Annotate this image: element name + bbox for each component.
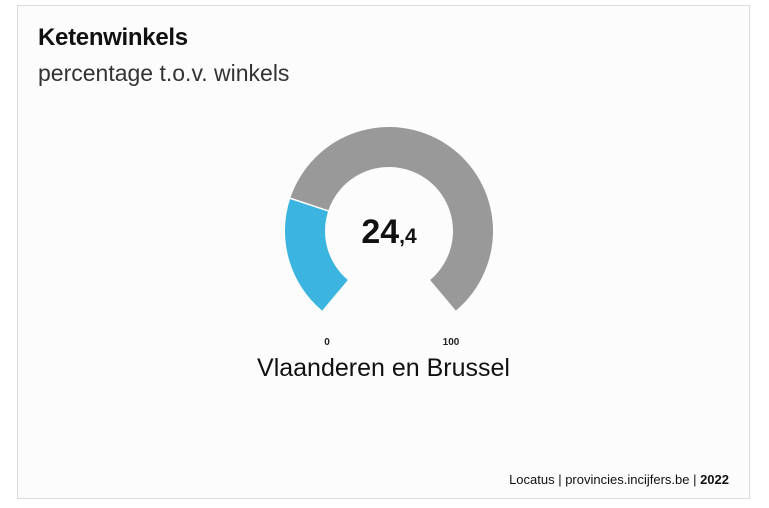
region-label: Vlaanderen en Brussel xyxy=(257,354,510,382)
chart-subtitle: percentage t.o.v. winkels xyxy=(38,60,290,86)
gauge-value-label: 24,4 xyxy=(361,213,417,251)
chart-title: Ketenwinkels xyxy=(38,24,188,51)
gauge-chart: 24,4 0 100 xyxy=(285,126,494,348)
source-year: 2022 xyxy=(700,472,729,487)
source-text: Locatus | provincies.incijfers.be | xyxy=(509,472,701,487)
gauge-divider xyxy=(289,197,330,212)
gauge-track xyxy=(290,126,494,311)
source-footer: Locatus | provincies.incijfers.be | 2022 xyxy=(509,472,729,487)
chart-card: Ketenwinkels percentage t.o.v. winkels 2… xyxy=(17,5,750,499)
gauge-max-label: 100 xyxy=(443,337,460,348)
gauge-value-arc xyxy=(285,198,348,311)
gauge-min-label: 0 xyxy=(324,337,330,348)
